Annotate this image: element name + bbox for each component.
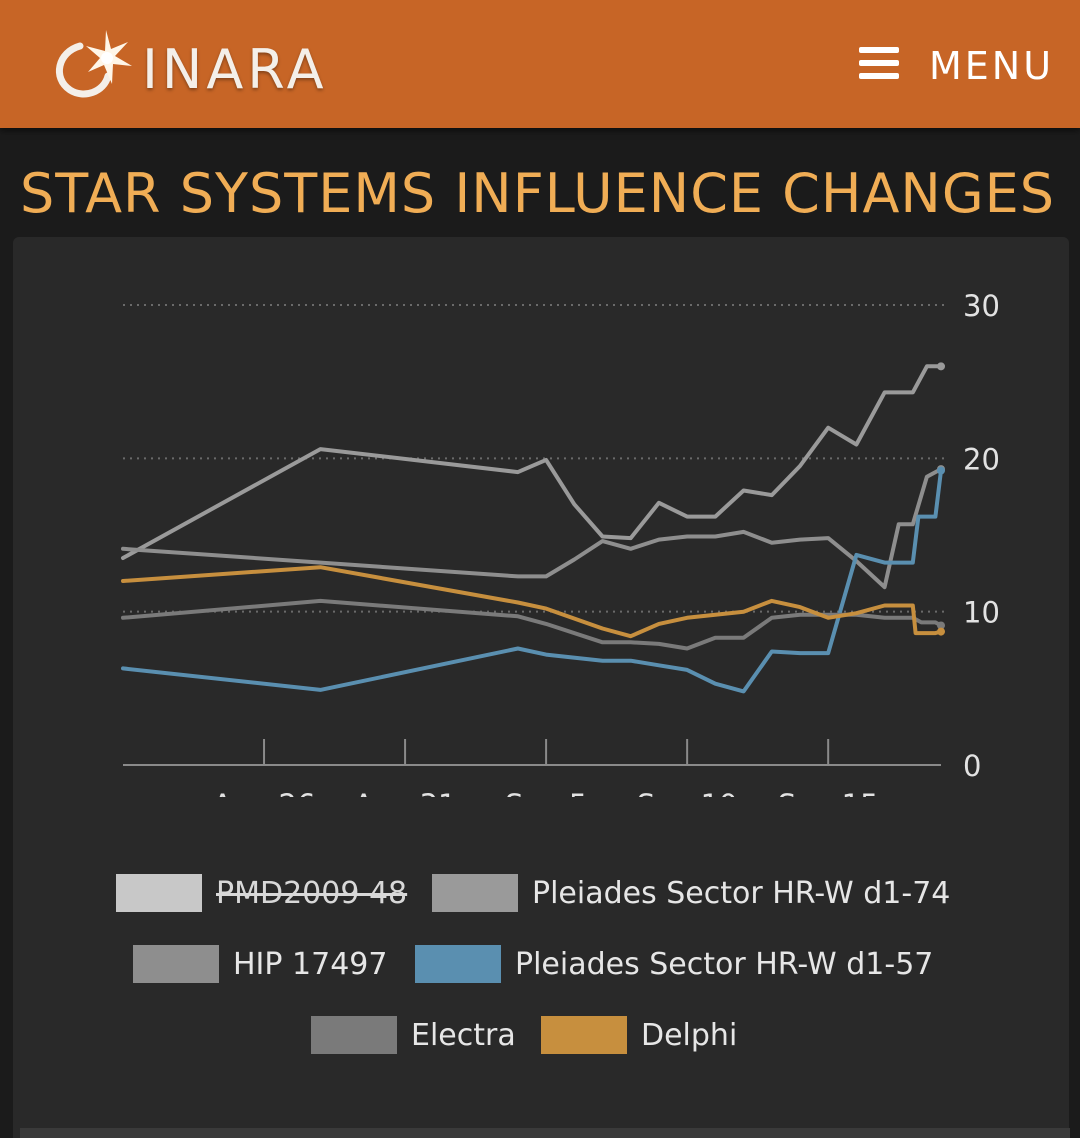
brand-name: INARA bbox=[142, 38, 328, 101]
x-tick-label: Aug 31 bbox=[354, 788, 457, 797]
legend-label: Pleiades Sector HR-W d1-74 bbox=[532, 876, 951, 911]
inara-logo[interactable]: INARA bbox=[44, 16, 364, 112]
legend-swatch bbox=[415, 945, 501, 983]
menu-button[interactable]: MENU bbox=[859, 34, 1051, 94]
top-navigation-bar: INARA MENU bbox=[0, 0, 1080, 128]
legend-label: PMD2009 48 bbox=[216, 876, 408, 911]
series-line-delphi bbox=[121, 565, 943, 639]
y-tick-label: 10 bbox=[963, 596, 1000, 630]
legend-swatch bbox=[133, 945, 219, 983]
series-line-hip-17497 bbox=[121, 467, 943, 590]
series-end-point bbox=[937, 466, 945, 475]
legend-label: HIP 17497 bbox=[233, 947, 388, 982]
legend-swatch bbox=[311, 1016, 397, 1054]
hamburger-menu-icon bbox=[859, 47, 899, 79]
y-tick-label: 0 bbox=[963, 749, 981, 783]
legend-label: Electra bbox=[411, 1018, 516, 1053]
series-line-pleiades-sector-hr-w-d1-57 bbox=[121, 468, 943, 694]
x-tick-label: Sep 10 bbox=[637, 788, 738, 797]
page-title: STAR SYSTEMS INFLUENCE CHANGES bbox=[20, 162, 1056, 225]
legend-swatch bbox=[116, 874, 202, 912]
inara-star-logo-icon bbox=[56, 30, 132, 98]
influence-line-chart: 0 10 20 30 Aug 26 Aug 31 Sep 5 Sep 10 Sep 15 bbox=[121, 289, 1000, 797]
legend-swatch bbox=[541, 1016, 627, 1054]
legend-swatch bbox=[432, 874, 518, 912]
series-line-electra bbox=[121, 598, 943, 651]
series-line-pleiades-sector-hr-w-d1-74 bbox=[121, 364, 943, 560]
series-end-point bbox=[937, 362, 945, 371]
menu-label: MENU bbox=[929, 44, 1055, 88]
series-end-point bbox=[937, 627, 945, 636]
panel-bottom-edge bbox=[20, 1128, 1070, 1138]
x-tick-label: Sep 15 bbox=[778, 788, 879, 797]
influence-chart-panel: 0 10 20 30 Aug 26 Aug 31 Sep 5 Sep 10 Sep 15 PMD… bbox=[13, 237, 1069, 1138]
x-tick-label: Sep 5 bbox=[505, 788, 587, 797]
legend-label: Pleiades Sector HR-W d1-57 bbox=[515, 947, 934, 982]
y-tick-label: 30 bbox=[963, 289, 1000, 323]
x-tick-label: Aug 26 bbox=[213, 788, 316, 797]
legend-label: Delphi bbox=[641, 1018, 738, 1053]
y-tick-label: 20 bbox=[963, 442, 1000, 476]
series-end-point bbox=[937, 621, 945, 630]
